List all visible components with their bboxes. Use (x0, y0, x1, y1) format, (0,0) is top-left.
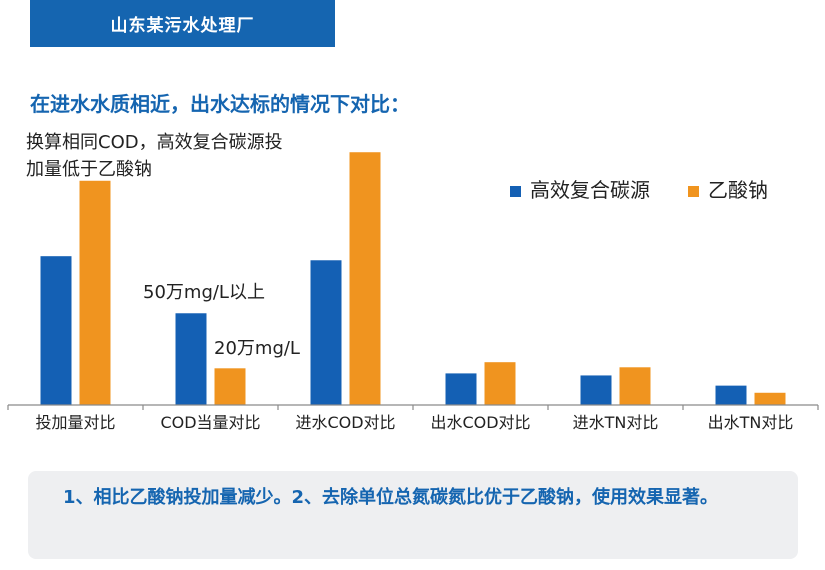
note-text: 1、相比乙酸钠投加量减少。2、去除单位总氮碳氮比优于乙酸钠，使用效果显著。 (63, 487, 719, 508)
header-bar: 山东某污水处理厂 (30, 0, 335, 47)
bar-sodium-acetate-2 (349, 152, 381, 405)
bar-carbon-3 (445, 373, 477, 405)
annotation-dosage-line2: 加量低于乙酸钠 (26, 159, 152, 180)
bar-sodium-acetate-4 (619, 367, 651, 405)
x-tick-label-3: 出水COD对比 (430, 413, 530, 432)
legend-label-0: 高效复合碳源 (530, 178, 650, 202)
bar-carbon-1 (175, 313, 207, 405)
bar-carbon-4 (580, 375, 612, 405)
note-box: 1、相比乙酸钠投加量减少。2、去除单位总氮碳氮比优于乙酸钠，使用效果显著。 (28, 471, 798, 559)
bar-sodium-acetate-3 (484, 362, 516, 405)
bar-carbon-2 (310, 260, 342, 405)
bar-chart: 投加量对比 COD当量对比 进水COD对比 出水COD对比 进水TN对比 出水TN对比 高效… (7, 132, 819, 432)
x-tick-label-2: 进水COD对比 (295, 413, 395, 432)
legend-swatch-0 (510, 186, 521, 197)
bar-carbon-0 (40, 256, 72, 405)
bar-sodium-acetate-0 (79, 180, 111, 405)
legend-label-1: 乙酸钠 (708, 178, 768, 202)
x-tick-label-5: 出水TN对比 (708, 413, 794, 432)
chart-subtitle: 在进水水质相近，出水达标的情况下对比： (30, 92, 410, 116)
header-title: 山东某污水处理厂 (110, 16, 255, 36)
x-tick-label-4: 进水TN对比 (573, 413, 659, 432)
annotation-acetate-cod: 20万mg/L (214, 338, 300, 359)
bar-sodium-acetate-5 (754, 392, 786, 405)
annotation-dosage-line1: 换算相同COD，高效复合碳源投 (26, 132, 283, 153)
x-tick-label-1: COD当量对比 (160, 413, 260, 432)
legend-swatch-1 (688, 186, 699, 197)
bar-sodium-acetate-1 (214, 368, 246, 405)
annotation-carbon-cod: 50万mg/L以上 (143, 282, 265, 303)
x-tick-label-0: 投加量对比 (35, 413, 115, 432)
bar-carbon-5 (715, 385, 747, 405)
